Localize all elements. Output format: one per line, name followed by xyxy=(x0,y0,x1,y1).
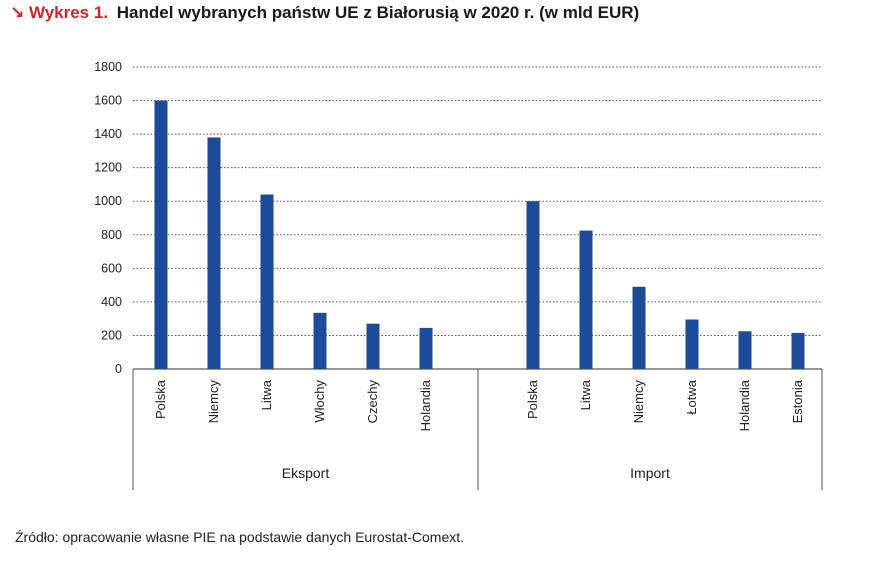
bar-eksport-5 xyxy=(419,327,433,369)
category-label-import-4: Holandia xyxy=(737,379,752,431)
y-tick-label-1000: 1000 xyxy=(94,194,122,208)
y-tick-label-0: 0 xyxy=(115,362,122,376)
category-label-import-1: Litwa xyxy=(578,379,593,410)
group-label-eksport: Eksport xyxy=(282,465,330,481)
y-tick-label-1200: 1200 xyxy=(94,161,122,175)
y-tick-label-600: 600 xyxy=(101,261,122,275)
y-tick-label-1600: 1600 xyxy=(94,94,122,108)
group-label-import: Import xyxy=(630,465,670,481)
category-label-eksport-0: Polska xyxy=(153,379,168,419)
category-label-eksport-4: Czechy xyxy=(365,380,380,424)
y-tick-label-1800: 1800 xyxy=(94,60,122,74)
y-tick-label-800: 800 xyxy=(101,228,122,242)
category-label-eksport-3: Włochy xyxy=(312,380,327,423)
source-note: Źródło: opracowanie własne PIE na podsta… xyxy=(15,529,465,545)
bar-eksport-0 xyxy=(154,100,168,370)
bar-import-1 xyxy=(579,230,593,369)
chart-title-text: Handel wybranych państw UE z Białorusią … xyxy=(116,3,640,22)
category-label-import-3: Łotwa xyxy=(684,379,699,414)
bar-eksport-1 xyxy=(207,137,221,369)
bar-import-4 xyxy=(738,331,752,369)
category-label-eksport-2: Litwa xyxy=(259,379,274,410)
y-tick-label-400: 400 xyxy=(101,295,122,309)
bar-eksport-3 xyxy=(313,312,327,369)
bar-import-2 xyxy=(632,286,646,369)
category-label-import-5: Estonia xyxy=(790,379,805,423)
category-label-eksport-1: Niemcy xyxy=(206,380,221,424)
category-label-import-2: Niemcy xyxy=(631,380,646,424)
bar-import-3 xyxy=(685,319,699,369)
bar-eksport-4 xyxy=(366,323,380,369)
y-tick-label-200: 200 xyxy=(101,328,122,342)
bar-import-5 xyxy=(791,332,805,369)
bar-eksport-2 xyxy=(260,194,274,369)
category-label-import-0: Polska xyxy=(525,379,540,419)
category-label-eksport-5: Holandia xyxy=(418,379,433,431)
chart-number: ↘ Wykres 1. xyxy=(10,3,109,22)
chart-title: ↘ Wykres 1. Handel wybranych państw UE z… xyxy=(10,3,639,23)
bar-import-0 xyxy=(526,201,540,369)
y-tick-label-1400: 1400 xyxy=(94,127,122,141)
